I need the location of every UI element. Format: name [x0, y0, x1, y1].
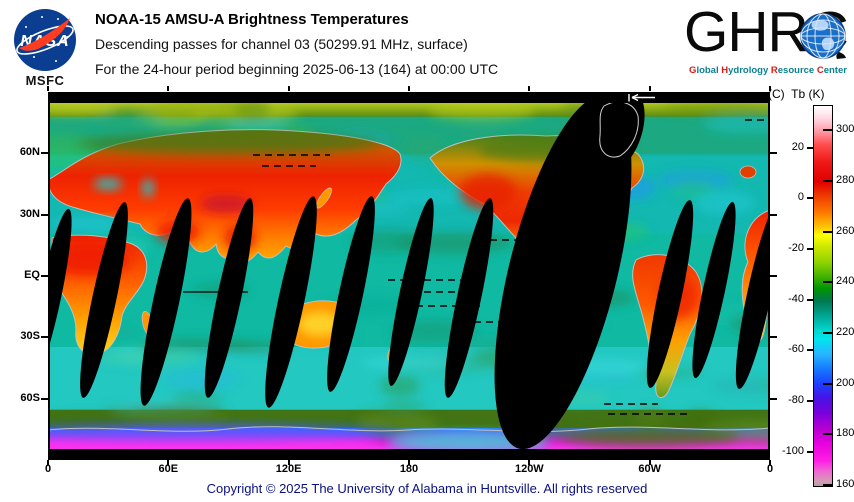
colorbar-tick-label-kelvin: 200 [836, 376, 854, 389]
x-axis-label: 0 [44, 463, 52, 475]
y-axis-tick-right [770, 275, 777, 277]
x-axis-label: 120W [514, 463, 544, 475]
ghrc-logo[interactable]: G H R C Global Hydrology Resource Center [682, 2, 854, 84]
colorbar-tick-label-celsius: -60 [788, 343, 804, 356]
page-subtitle-channel: Descending passes for channel 03 (50299.… [95, 36, 468, 52]
colorbar-tick-kelvin [823, 180, 833, 182]
y-axis-tick-right [770, 152, 777, 155]
colorbar-tick-celsius [807, 450, 813, 453]
colorbar-tick-kelvin [823, 382, 833, 385]
colorbar-tick-label-celsius: -80 [788, 394, 804, 407]
x-axis-tick [528, 460, 531, 465]
x-axis-label: 60W [638, 463, 661, 475]
x-axis-tick [47, 460, 49, 465]
colorbar-tick-kelvin [823, 433, 833, 436]
x-axis-tick-top [287, 86, 290, 91]
y-axis-label: 60S [20, 391, 40, 404]
x-axis-tick [408, 460, 410, 465]
colorbar-tick-label-kelvin: 180 [836, 427, 854, 440]
colorbar-tick-celsius [807, 197, 813, 200]
colorbar-tick-celsius [807, 349, 813, 352]
y-axis-label: EQ [24, 269, 40, 281]
page-subtitle-period: For the 24-hour period beginning 2025-06… [95, 61, 499, 77]
colorbar-tick-label-kelvin: 160 [836, 478, 854, 490]
colorbar-tick-label-kelvin: 300 [836, 123, 854, 136]
colorbar-tick-kelvin [823, 332, 833, 334]
x-axis-tick [167, 460, 170, 465]
x-axis-tick [769, 460, 771, 465]
ghrc-caption-initial: C [816, 65, 824, 76]
colorbar-tick-kelvin [823, 281, 833, 284]
ghrc-caption-initial: H [721, 65, 729, 76]
colorbar-tick-label-kelvin: 280 [836, 174, 854, 186]
ghrc-caption-initial: R [770, 65, 778, 76]
colorbar-tick-label-celsius: -20 [788, 242, 804, 255]
y-axis-label: 60N [19, 146, 40, 159]
msfc-label: MSFC [25, 73, 65, 88]
y-axis-tick-right [770, 397, 777, 400]
colorbar-tick-label-kelvin: 220 [836, 326, 854, 338]
colorbar-tick-label-celsius: -40 [788, 292, 804, 305]
copyright-line: Copyright © 2025 The University of Alaba… [206, 481, 648, 496]
colorbar-tick-celsius [807, 248, 813, 251]
pass-start-arrow-icon [628, 93, 655, 102]
colorbar-tick-kelvin [823, 230, 833, 233]
colorbar-tick-label-kelvin: 240 [836, 275, 854, 288]
colorbar-tick-label-celsius: 20 [791, 140, 804, 153]
y-axis-tick [41, 275, 48, 277]
y-axis-tick [41, 152, 48, 155]
x-axis-tick-top [769, 86, 771, 91]
colorbar-tick-kelvin [823, 129, 833, 132]
colorbar-header-celsius: (C) [768, 87, 785, 101]
ghrc-caption-word: ydrology [728, 65, 771, 76]
ghrc-caption-word: enter [823, 65, 847, 76]
brightness-temperature-map [48, 92, 770, 460]
x-axis-tick-top [528, 86, 531, 91]
colorbar-tick-label-celsius: -100 [781, 444, 804, 457]
nasa-meatball-icon: NASA [14, 9, 76, 71]
globe-icon [799, 12, 847, 60]
colorbar-tick-label-kelvin: 260 [836, 224, 854, 237]
page-title: NOAA-15 AMSU-A Brightness Temperatures [95, 11, 409, 28]
x-axis-label: 60E [158, 463, 179, 475]
x-axis-label: 0 [766, 463, 774, 475]
y-axis-tick [41, 336, 48, 339]
map-art [48, 92, 770, 460]
colorbar-tick-kelvin [823, 484, 833, 486]
ghrc-caption-initial: G [689, 65, 697, 76]
x-axis-tick-top [167, 86, 170, 91]
x-axis-tick-top [47, 86, 49, 91]
x-axis-tick-top [408, 86, 410, 91]
colorbar [813, 105, 833, 487]
x-axis-tick-top [648, 86, 651, 91]
x-axis-tick [648, 460, 651, 465]
y-axis-tick [41, 213, 48, 216]
y-axis-tick-right [770, 213, 777, 216]
colorbar-header: (C) Tb (K) [768, 87, 824, 101]
y-axis-label: 30N [19, 207, 40, 220]
x-axis-label: 120E [275, 463, 302, 475]
y-axis-tick [41, 397, 48, 400]
x-axis-tick [287, 460, 290, 465]
colorbar-tick-label-celsius: 0 [797, 191, 804, 204]
colorbar-tick-celsius [807, 400, 813, 403]
ghrc-caption-word: lobal [696, 65, 722, 76]
ghrc-caption: Global Hydrology Resource Center [682, 65, 854, 76]
ghrc-caption-word: esource [777, 65, 817, 76]
colorbar-header-kelvin: Tb (K) [791, 87, 825, 101]
nasa-logo[interactable]: NASA [12, 7, 78, 73]
scanline-artifacts [253, 119, 766, 415]
colorbar-tick-celsius [807, 298, 813, 301]
x-axis-label: 180 [399, 463, 419, 475]
y-axis-tick-right [770, 336, 777, 339]
colorbar-tick-celsius [807, 146, 813, 149]
y-axis-label: 30S [20, 330, 40, 343]
